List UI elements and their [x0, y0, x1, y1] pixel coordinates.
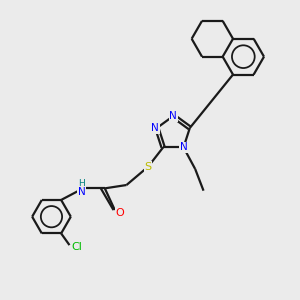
Text: O: O [116, 208, 124, 218]
Text: H: H [78, 179, 85, 188]
Text: N: N [169, 111, 177, 121]
Text: Cl: Cl [71, 242, 82, 252]
Text: S: S [145, 162, 152, 172]
Text: N: N [78, 187, 86, 197]
Text: N: N [151, 123, 159, 133]
Text: N: N [180, 142, 188, 152]
